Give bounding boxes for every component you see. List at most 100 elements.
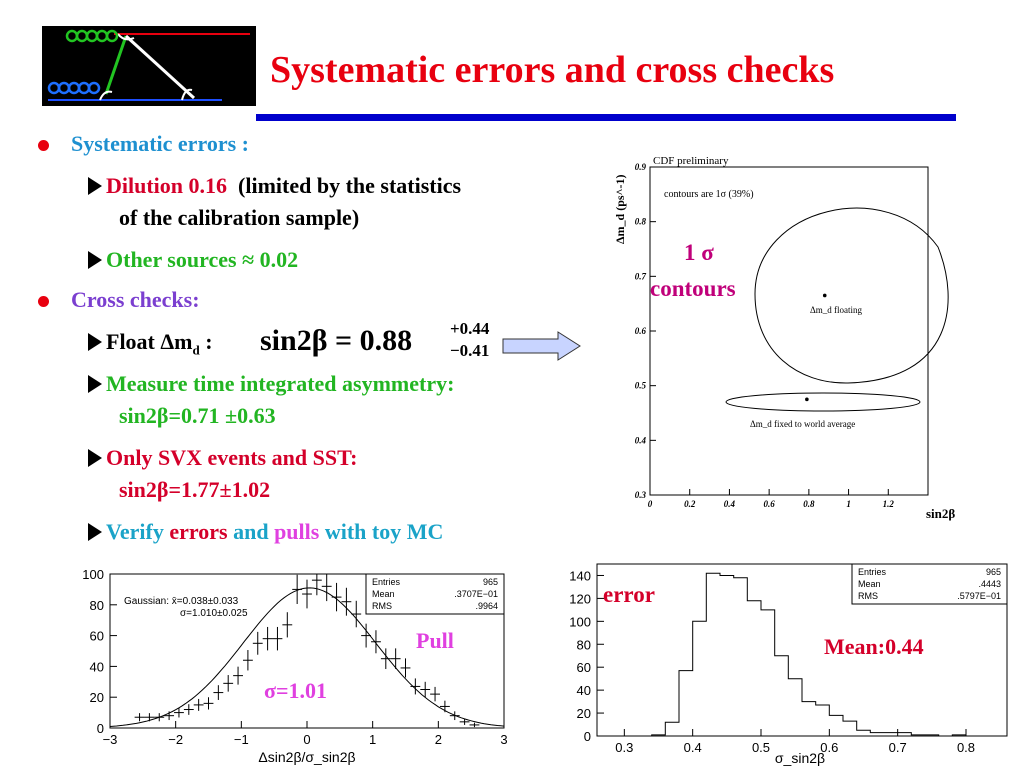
y-tick-label: 20: [577, 706, 591, 721]
y-tick-label: 0.3: [635, 490, 647, 500]
histogram-bin: [775, 656, 789, 736]
arrow-bullet-icon: [88, 523, 102, 541]
x-tick-label: 0.4: [684, 740, 702, 755]
sigma-value-label: σ=1.01: [264, 678, 328, 703]
histogram-bin: [816, 705, 830, 736]
fixed-label: Δm_d fixed to world average: [750, 419, 855, 429]
x-tick-label: 0: [303, 732, 310, 747]
stats-key: RMS: [372, 601, 392, 611]
arrow-bullet-icon: [88, 251, 102, 269]
contour-sigma-label: 1 σ: [684, 240, 714, 265]
y-tick-label: 80: [577, 637, 591, 652]
x-tick-label: 2: [435, 732, 442, 747]
x-tick-label: 0: [648, 499, 653, 509]
error-histogram: 0.3 0.4 0.5 0.6 0.7 0.8 0 20 40 60 80 100 120 140 σ_si…: [540, 556, 1024, 768]
sub-bullet-other: Other sources ≈ 0.02: [88, 246, 298, 274]
dilution-note-line2: of the calibration sample): [119, 205, 360, 230]
arrow-bullet-icon: [88, 177, 102, 195]
stats-value: .3707E−01: [454, 589, 498, 599]
svx-value: sin2β=1.77±1.02: [119, 477, 271, 502]
y-tick-label: 0.5: [635, 381, 647, 391]
x-tick-label: 0.5: [752, 740, 770, 755]
histogram-bin: [747, 601, 761, 736]
y-tick-label: 0.6: [635, 326, 647, 336]
y-tick-label: 60: [90, 629, 104, 644]
arrow-bullet-icon: [88, 333, 102, 351]
sub-bullet-verify: Verify errors and pulls with toy MC: [88, 518, 443, 546]
stats-key: Entries: [858, 567, 887, 577]
contour-plot: 0 0.2 0.4 0.6 0.8 1 1.2 0.3 0.4 0.5 0.6 0.7 0.8 0.9 CD…: [598, 152, 978, 524]
error-stats-box: [851, 563, 1008, 605]
x-tick-label: 0.3: [615, 740, 633, 755]
x-tick-label: −2: [168, 732, 183, 747]
pull-label: Pull: [416, 628, 454, 653]
stats-value: 965: [483, 577, 498, 587]
y-tick-label: 40: [90, 659, 104, 674]
pull-histogram-svg: −3 −2 −1 0 1 2 3 0 20 40 60 80 100 Δsin2β/σ_sin2β Entr…: [82, 567, 507, 765]
contour-plot-svg: 0 0.2 0.4 0.6 0.8 1 1.2 0.3 0.4 0.5 0.6 0.7 0.8 0.9 CD…: [613, 155, 955, 521]
floating-point: [822, 293, 827, 298]
x-tick-label: 0.4: [724, 499, 736, 509]
y-tick-label: 120: [569, 591, 591, 606]
stats-value: .4443: [978, 579, 1001, 589]
histogram-bin: [720, 575, 734, 736]
pull-stats-box: [365, 573, 505, 615]
contour-word-label: contours: [650, 276, 736, 301]
x-tick-label: −3: [103, 732, 118, 747]
histogram-bin: [761, 610, 775, 736]
mean-label: Mean:0.44: [824, 634, 924, 659]
error-label: error: [603, 582, 655, 607]
histogram-bin: [693, 621, 707, 736]
floating-label: Δm_d floating: [810, 305, 863, 315]
x-tick-label: 0.8: [957, 740, 975, 755]
y-tick-label: 140: [569, 568, 591, 583]
y-tick-label: 0.7: [635, 271, 647, 281]
formula-sub: −0.41: [450, 341, 490, 360]
y-tick-label: 60: [577, 660, 591, 675]
error-xlabel: σ_sin2β: [775, 750, 825, 766]
bullet-cross: Cross checks:: [38, 286, 200, 314]
histogram-bin: [829, 715, 843, 736]
pull-histogram: −3 −2 −1 0 1 2 3 0 20 40 60 80 100 Δsin2β/σ_sin2β Entr…: [60, 566, 520, 768]
histogram-bin: [734, 578, 748, 736]
y-tick-label: 20: [90, 690, 104, 705]
fixed-contour: [725, 392, 921, 412]
histogram-bin: [843, 721, 857, 736]
contour-plot-frame: [649, 166, 929, 496]
y-tick-label: 80: [90, 598, 104, 613]
fit-result: Gaussian: x̄=0.038±0.033: [124, 596, 239, 607]
contour-xlabel: sin2β: [926, 506, 955, 521]
sub-bullet-svx: Only SVX events and SST:: [88, 444, 357, 472]
x-tick-label: 1.2: [883, 499, 895, 509]
diagram-logo: [42, 26, 256, 106]
error-frame: [596, 563, 1008, 737]
stats-value: 965: [986, 567, 1001, 577]
y-tick-label: 0.9: [635, 162, 647, 172]
arrow-bullet-icon: [88, 449, 102, 467]
x-tick-label: 0.6: [820, 740, 838, 755]
stats-value: .9964: [475, 601, 498, 611]
x-tick-label: 0.7: [889, 740, 907, 755]
x-tick-label: 0.6: [764, 499, 776, 509]
floating-contour: [754, 207, 949, 384]
histogram-bin: [802, 702, 816, 736]
y-tick-label: 0: [584, 729, 591, 744]
arrow-bullet-icon: [88, 375, 102, 393]
title-divider: [256, 114, 956, 121]
fit-result: σ=1.010±0.025: [180, 608, 248, 619]
formula-sup: +0.44: [450, 319, 490, 338]
x-tick-label: 1: [369, 732, 376, 747]
y-tick-label: 100: [82, 567, 104, 582]
fixed-point: [805, 397, 809, 402]
error-histogram-svg: 0.3 0.4 0.5 0.6 0.7 0.8 0 20 40 60 80 100 120 140 σ_si…: [569, 563, 1008, 766]
page-title: Systematic errors and cross checks: [270, 49, 835, 91]
x-tick-label: −1: [234, 732, 249, 747]
block-arrow-icon: [502, 331, 581, 361]
time-integrated-value: sin2β=0.71 ±0.63: [119, 403, 276, 428]
x-tick-label: 0.8: [803, 499, 815, 509]
y-tick-label: 0.8: [635, 217, 647, 227]
sub-bullet-dilution: Dilution 0.16 (limited by the statistics: [88, 172, 461, 200]
bullet-dot-icon: [38, 140, 49, 152]
formula-sin2beta: sin2β = 0.88: [260, 324, 413, 357]
stats-key: Mean: [372, 589, 395, 599]
